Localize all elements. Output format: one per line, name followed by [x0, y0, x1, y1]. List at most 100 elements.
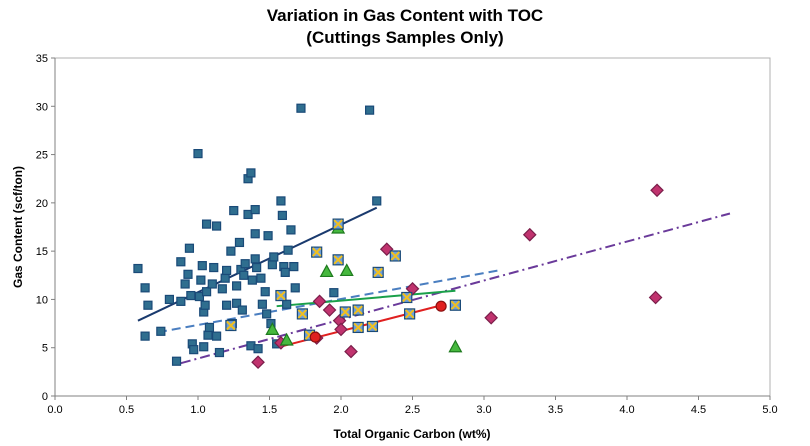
data-point: [366, 320, 379, 333]
chart-subtitle: (Cuttings Samples Only): [306, 28, 504, 47]
data-point: [201, 219, 212, 229]
data-point: [214, 347, 225, 358]
data-point: [250, 254, 260, 264]
data-point: [183, 269, 193, 279]
data-point: [650, 183, 664, 198]
data-point: [283, 245, 293, 255]
data-point: [449, 299, 461, 311]
data-point: [156, 326, 166, 336]
data-point: [234, 237, 245, 248]
x-tick-label: 2.5: [405, 404, 420, 416]
data-point: [186, 290, 196, 301]
data-point: [276, 196, 286, 206]
x-tick-label: 1.0: [190, 404, 205, 416]
data-point: [184, 243, 195, 253]
data-point: [332, 254, 344, 266]
data-point: [352, 321, 364, 334]
data-point: [296, 103, 306, 113]
data-point: [199, 342, 209, 352]
data-point: [252, 262, 262, 273]
y-tick-label: 35: [36, 53, 48, 65]
data-point: [203, 330, 213, 340]
data-point: [176, 296, 186, 306]
axes: 0.0 0.5 1.0 1.5 2.0 2.5 3.0 3.5 4.0 4.5 5.0 0 5 10 15 2…: [36, 53, 778, 416]
data-point: [262, 309, 272, 319]
data-point: [282, 299, 292, 309]
data-point: [257, 299, 267, 309]
data-point: [484, 310, 498, 325]
data-point: [329, 288, 339, 298]
y-tick-label: 15: [36, 246, 48, 258]
x-axis-label: Total Organic Carbon (wt%): [333, 427, 490, 441]
data-point: [240, 259, 250, 269]
data-point: [339, 263, 354, 277]
data-points: [133, 103, 664, 370]
data-point: [275, 289, 287, 302]
data-point: [204, 322, 215, 333]
data-point: [237, 305, 247, 315]
data-point: [251, 355, 265, 370]
y-axis-label: Gas Content (scf/ton): [11, 166, 25, 288]
y-tick-label: 5: [42, 343, 48, 355]
data-point: [164, 294, 174, 305]
data-point: [344, 344, 358, 359]
data-point: [260, 287, 270, 297]
data-point: [372, 266, 384, 278]
data-point: [435, 300, 447, 312]
data-point: [220, 273, 230, 283]
data-point: [405, 281, 420, 296]
data-point: [246, 168, 256, 178]
data-point: [267, 260, 277, 270]
data-point: [250, 229, 260, 239]
data-point: [201, 287, 212, 297]
data-point: [232, 281, 242, 291]
data-point: [250, 205, 260, 215]
data-point: [253, 344, 263, 354]
data-point: [193, 149, 203, 159]
y-tick-label: 20: [36, 198, 48, 210]
data-point: [180, 279, 190, 289]
x-tick-label: 3.5: [548, 404, 563, 416]
data-point: [522, 227, 537, 242]
data-point: [211, 331, 222, 341]
data-point: [143, 300, 153, 310]
data-point: [372, 196, 382, 206]
x-tick-label: 4.5: [691, 404, 706, 416]
data-point: [286, 225, 296, 235]
chart-title: Variation in Gas Content with TOC: [266, 6, 544, 25]
x-tick-label: 1.5: [262, 404, 277, 416]
plot-area: [54, 57, 771, 397]
data-point: [222, 265, 232, 276]
x-tick-label: 0.0: [47, 404, 62, 416]
y-tick-label: 30: [36, 101, 48, 113]
data-point: [140, 283, 150, 293]
x-tick-label: 2.0: [333, 404, 348, 416]
data-point: [319, 264, 334, 278]
data-point: [332, 218, 344, 230]
data-point: [280, 267, 290, 277]
data-point: [269, 252, 279, 262]
trendline: [276, 289, 456, 308]
data-point: [322, 303, 337, 317]
data-point: [140, 331, 150, 341]
data-point: [225, 319, 237, 332]
data-point: [239, 270, 249, 280]
data-point: [289, 261, 299, 272]
trendline: [180, 212, 731, 365]
data-point: [277, 210, 287, 221]
data-point: [404, 308, 416, 320]
x-tick-label: 0.5: [119, 404, 134, 416]
data-point: [334, 322, 348, 337]
data-point: [232, 298, 242, 308]
data-point: [222, 300, 232, 310]
y-tick-label: 0: [42, 391, 48, 403]
data-point: [176, 257, 186, 267]
data-point: [217, 284, 227, 294]
data-point: [339, 306, 351, 318]
data-point: [352, 304, 364, 316]
data-point: [256, 273, 266, 283]
data-point: [448, 339, 463, 353]
data-point: [389, 250, 401, 262]
x-tick-label: 5.0: [762, 404, 777, 416]
